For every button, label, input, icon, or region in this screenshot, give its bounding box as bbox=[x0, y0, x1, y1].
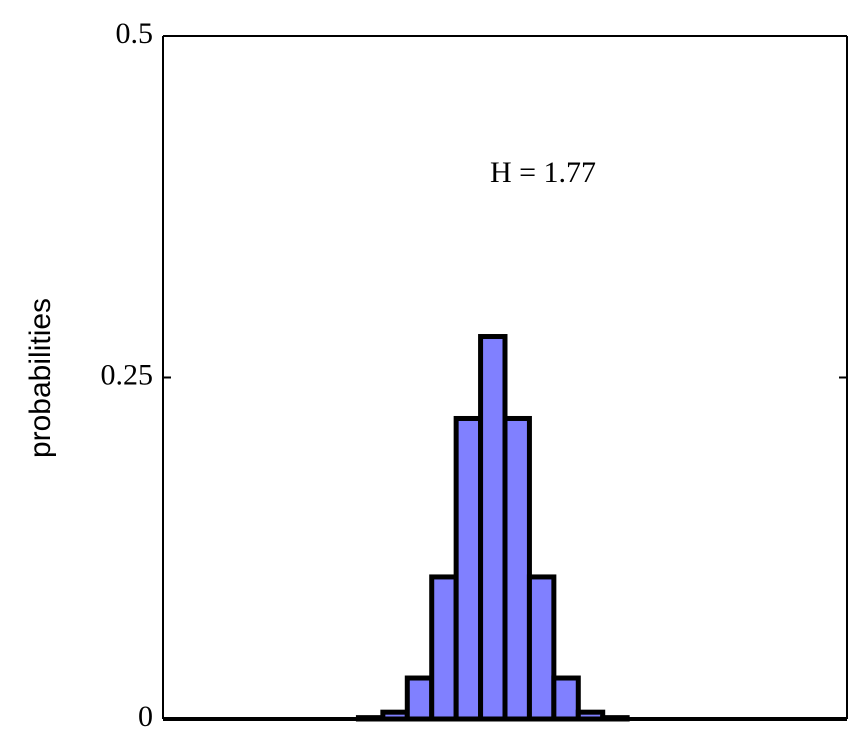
bar bbox=[551, 675, 581, 722]
bar bbox=[502, 415, 532, 722]
bar bbox=[478, 334, 508, 722]
bar bbox=[429, 574, 459, 722]
y-tick-label: 0.5 bbox=[116, 17, 154, 50]
annotation: H = 1.77 bbox=[490, 156, 596, 189]
y-tick-label: 0.25 bbox=[101, 358, 154, 391]
y-tick-label: 0 bbox=[138, 700, 153, 733]
bar bbox=[526, 574, 557, 722]
y-axis-label: probabilities bbox=[24, 298, 57, 458]
bar bbox=[453, 415, 484, 722]
bar bbox=[404, 675, 435, 722]
